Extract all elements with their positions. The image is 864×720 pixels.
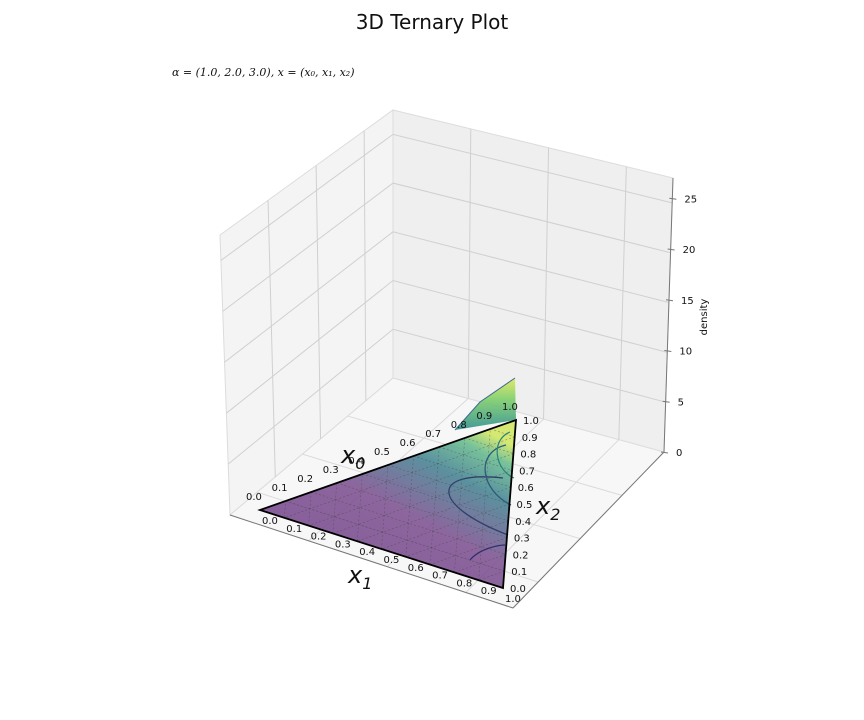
- tick-label-x1: 0.8: [456, 578, 472, 589]
- tick-label-x2: 0.6: [518, 483, 534, 494]
- tick-label-x2: 0.5: [517, 500, 533, 511]
- tick-label-x0: 0.0: [246, 492, 262, 503]
- tick-label-x0: 0.4: [348, 456, 364, 467]
- tick-label-x1: 0.9: [481, 586, 497, 597]
- mesh-line: [430, 537, 507, 565]
- z-tick: [669, 197, 677, 200]
- mesh-line: [490, 428, 515, 438]
- z-axis-line: [663, 177, 674, 453]
- tick-label-x2: 0.7: [519, 466, 535, 477]
- tick-label-x2: 0.9: [522, 433, 538, 444]
- gridline: [467, 128, 472, 399]
- mesh-line: [439, 446, 513, 471]
- mesh-line: [308, 453, 514, 526]
- tick-label-x2: 0.0: [510, 584, 526, 595]
- z-tick: [664, 350, 672, 353]
- tick-label-x1: 0.1: [286, 524, 302, 535]
- tick-label-x1: 0.0: [262, 516, 278, 527]
- contour-line: [448, 476, 509, 536]
- z-tick-label: 5: [678, 397, 684, 408]
- tick-label-x2: 0.3: [514, 534, 530, 545]
- z-tick: [662, 400, 670, 403]
- z-tick: [665, 299, 674, 302]
- tick-label-x2: 0.8: [520, 450, 536, 461]
- tick-label-x2: 0.2: [513, 550, 529, 561]
- density-peak: [455, 378, 516, 430]
- z-tick: [667, 248, 675, 251]
- floor-axis-left: [229, 514, 514, 609]
- surface-mesh: [284, 428, 515, 581]
- tick-label-x0: 0.1: [272, 483, 288, 494]
- tick-label-x1: 0.3: [335, 539, 351, 550]
- tick-label-x1: 0.4: [359, 547, 375, 558]
- density-peak-edge: [454, 377, 516, 431]
- chart-title: 3D Ternary Plot: [355, 10, 509, 34]
- gridline: [227, 328, 666, 465]
- gridline: [618, 166, 627, 440]
- gridline: [543, 147, 550, 420]
- mesh-line: [332, 482, 338, 534]
- gridline: [226, 279, 668, 414]
- gridline: [224, 231, 670, 363]
- tick-label-x0: 0.5: [374, 447, 390, 458]
- mesh-line: [454, 554, 506, 573]
- mesh-line: [381, 503, 510, 550]
- mesh-line: [478, 428, 491, 581]
- z-tick-label: 25: [684, 194, 697, 205]
- tick-label-x2: 0.1: [511, 567, 527, 578]
- tick-label-x0: 0.6: [400, 438, 416, 449]
- tick-label-x1: 0.2: [311, 532, 327, 543]
- gridline: [315, 165, 322, 439]
- z-axis-label: density: [699, 299, 710, 336]
- z-tick-label: 15: [681, 296, 694, 307]
- gridline: [220, 133, 673, 261]
- tick-label-x0: 0.2: [297, 474, 313, 485]
- contour-line: [469, 544, 506, 561]
- z-tick-label: 20: [683, 245, 696, 256]
- mesh-line: [284, 500, 286, 518]
- tick-label-x0: 1.0: [502, 402, 518, 413]
- tick-label-x1: 1.0: [505, 594, 521, 605]
- tick-label-x1: 0.5: [384, 555, 400, 566]
- gridline: [363, 130, 367, 401]
- mesh-line: [464, 437, 514, 454]
- tick-label-x0: 0.8: [451, 420, 467, 431]
- axis-label-x1: x1: [347, 561, 372, 593]
- gridline: [267, 200, 276, 477]
- chart-subtitle: α = (1.0, 2.0, 3.0), x = (x₀, x₁, x₂): [172, 66, 355, 79]
- z-tick-label: 0: [676, 448, 682, 459]
- mesh-line: [478, 570, 505, 581]
- gridline: [222, 182, 671, 312]
- mesh-line: [357, 486, 511, 542]
- z-axis: 0 5 10 15 20 25: [660, 177, 697, 459]
- mesh-line: [336, 482, 507, 538]
- tick-label-x1: 0.6: [408, 563, 424, 574]
- tick-labels: 1.0 0.9 0.8 0.7 0.6 0.5 0.4 0.3 0.2 0.1 0.0 0.0 0.1 0…: [246, 402, 539, 605]
- tick-label-x0: 0.3: [323, 465, 339, 476]
- mesh-line: [413, 455, 511, 488]
- z-tick: [660, 451, 669, 454]
- simplex-outline: [257, 418, 518, 590]
- simplex-surface: [260, 420, 516, 588]
- mesh-line: [454, 437, 466, 573]
- tick-label-x2: 1.0: [523, 416, 539, 427]
- tick-label-x0: 0.9: [476, 411, 492, 422]
- tick-label-x1: 0.7: [432, 571, 448, 582]
- floor-axis-right: [512, 451, 665, 609]
- tick-label-x0: 0.7: [425, 429, 441, 440]
- mesh-line: [284, 436, 515, 519]
- mesh-line: [387, 464, 510, 505]
- contour-line: [496, 431, 515, 479]
- mesh-line: [356, 473, 363, 542]
- tick-label-x2: 0.4: [515, 517, 531, 528]
- z-tick-label: 10: [679, 347, 692, 358]
